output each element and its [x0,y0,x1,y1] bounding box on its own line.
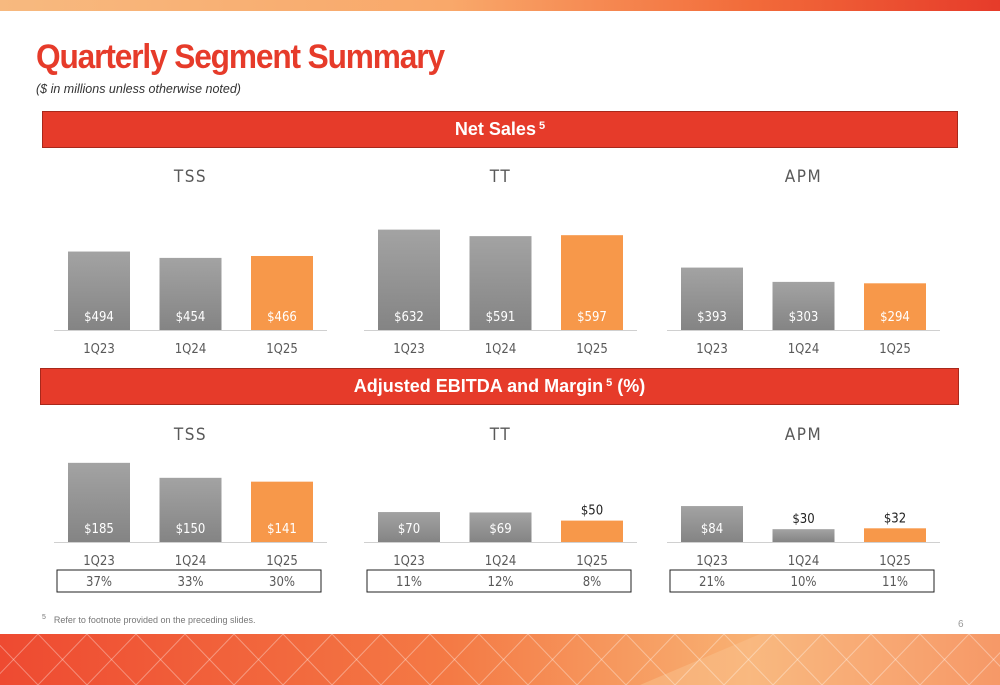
category-tick-label: 1Q24 [175,554,207,569]
chart-ebitda-tss: TSS $185 1Q23 $150 1Q24 $141 1Q25 37% 33% 30% [54,425,327,593]
ebitda-banner-suffix: (%) [612,376,646,396]
page-title: Quarterly Segment Summary [36,38,445,76]
chart-ebitda-apm: APM $84 1Q23 $30 1Q24 $32 1Q25 21% 10% 11% [667,425,940,593]
margin-value: 33% [178,575,204,590]
bar-1Q23 [68,251,130,330]
margin-value: 37% [86,575,112,590]
data-label: $591 [486,310,516,325]
margin-value: 21% [699,575,725,590]
bar-1Q24 [469,512,532,542]
category-tick-label: 1Q25 [576,342,608,357]
margin-value: 11% [882,575,908,590]
chart-net-sales-apm: APM $393 1Q23 $303 1Q24 $294 1Q25 [667,167,940,357]
page-number: 6 [958,619,964,630]
margin-value: 8% [583,575,602,590]
bar-1Q23 [681,267,743,330]
bar-1Q23 [378,512,440,542]
category-tick-label: 1Q23 [83,342,115,357]
margin-value: 12% [488,575,514,590]
bar-1Q25 [251,255,313,330]
category-tick-label: 1Q25 [576,554,608,569]
category-tick-label: 1Q24 [788,342,820,357]
ebitda-banner: Adjusted EBITDA and Margin 5 (%) [40,368,959,405]
bar-1Q23 [68,462,130,542]
data-label: $84 [701,522,723,537]
margin-box [669,569,935,593]
bottom-decorative-band [0,634,1000,685]
bar-1Q24 [469,236,532,330]
chart-title: TT [489,167,511,187]
chart-title: TSS [173,425,207,445]
bar-1Q24 [772,281,835,330]
category-tick-label: 1Q24 [175,342,207,357]
data-label: $150 [176,522,206,537]
category-tick-label: 1Q25 [879,342,911,357]
net-sales-footnote-marker: 5 [538,119,546,132]
margin-value: 10% [791,575,817,590]
bar-1Q25 [561,520,623,542]
bar-1Q24 [772,529,835,542]
data-label: $50 [581,504,603,519]
data-label: $185 [84,522,114,537]
data-label: $30 [792,512,814,527]
category-tick-label: 1Q25 [266,342,298,357]
page-subtitle: ($ in millions unless otherwise noted) [36,82,241,96]
chart-ebitda-tt: TT $70 1Q23 $69 1Q24 $50 1Q25 11% 12% 8% [364,425,637,593]
net-sales-banner: Net Sales 5 [42,111,958,148]
chart-title: TSS [173,167,207,187]
data-label: $141 [267,522,297,537]
chart-net-sales-tt: TT $632 1Q23 $591 1Q24 $597 1Q25 [364,167,637,357]
data-label: $393 [697,310,727,325]
chart-net-sales-tss: TSS $494 1Q23 $454 1Q24 $466 1Q25 [54,167,327,357]
bar-1Q23 [681,506,743,542]
bar-1Q23 [378,229,440,330]
data-label: $494 [84,310,114,325]
bar-1Q24 [159,257,222,330]
footnote: 5 Refer to footnote provided on the prece… [42,614,256,625]
data-label: $454 [176,310,206,325]
top-accent-strip [0,0,1000,11]
bar-1Q25 [561,235,623,330]
bar-1Q25 [864,528,926,542]
data-label: $632 [394,310,424,325]
category-tick-label: 1Q24 [485,342,517,357]
category-tick-label: 1Q23 [83,554,115,569]
category-tick-label: 1Q24 [788,554,820,569]
chart-title: APM [785,425,822,445]
footnote-marker: 5 [42,614,46,621]
ebitda-footnote-marker: 5 [606,376,613,389]
data-label: $466 [267,310,297,325]
margin-box [366,569,632,593]
category-tick-label: 1Q23 [393,342,425,357]
margin-box [56,569,322,593]
category-tick-label: 1Q23 [696,342,728,357]
data-label: $597 [577,310,607,325]
ebitda-banner-label: Adjusted EBITDA and Margin [353,376,604,396]
margin-value: 11% [396,575,422,590]
data-label: $303 [789,310,819,325]
data-label: $70 [398,522,420,537]
category-tick-label: 1Q23 [393,554,425,569]
data-label: $32 [884,511,906,526]
margin-value: 30% [269,575,295,590]
bar-1Q25 [251,481,313,542]
data-label: $69 [489,522,511,537]
bar-1Q24 [159,477,222,542]
chart-title: APM [785,167,822,187]
net-sales-banner-label: Net Sales [454,119,536,139]
category-tick-label: 1Q24 [485,554,517,569]
category-tick-label: 1Q25 [879,554,911,569]
category-tick-label: 1Q25 [266,554,298,569]
footnote-text: Refer to footnote provided on the preced… [53,615,256,625]
bar-1Q25 [864,283,926,330]
data-label: $294 [880,310,910,325]
chart-title: TT [489,425,511,445]
category-tick-label: 1Q23 [696,554,728,569]
